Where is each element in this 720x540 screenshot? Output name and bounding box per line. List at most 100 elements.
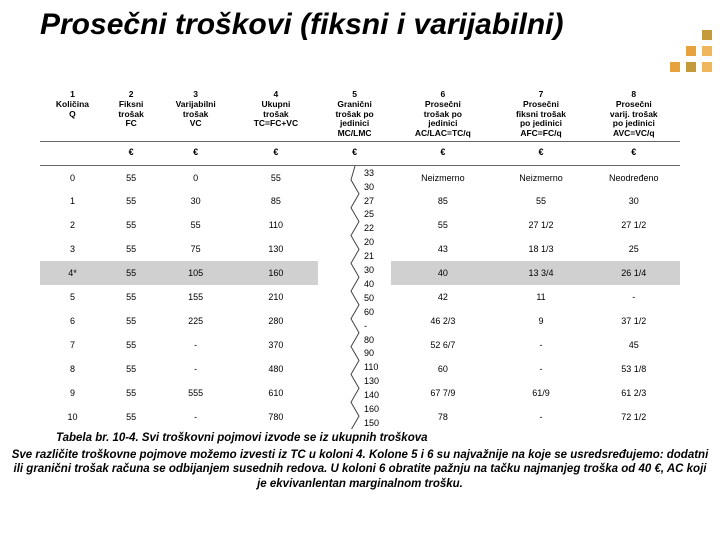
table-cell: 13 3/4 <box>494 261 587 285</box>
table-cell: 280 <box>234 309 318 333</box>
mc-value: 33 <box>364 168 374 178</box>
mc-value: 27 <box>364 196 374 206</box>
currency-cell: € <box>105 141 157 165</box>
table-cell: 0 <box>40 165 105 189</box>
col-header: 7Prosečnifiksni trošakpo jediniciAFC=FC/… <box>494 88 587 141</box>
table-cell: 72 1/2 <box>588 405 680 429</box>
table-cell: - <box>588 285 680 309</box>
table-cell: 37 1/2 <box>588 309 680 333</box>
table-cell: 210 <box>234 285 318 309</box>
table-cell: Neodređeno <box>588 165 680 189</box>
table-cell: 55 <box>105 237 157 261</box>
table-cell: 4* <box>40 261 105 285</box>
currency-cell: € <box>234 141 318 165</box>
currency-cell: € <box>318 141 392 165</box>
table-cell: 9 <box>40 381 105 405</box>
table-cell: 130 <box>234 237 318 261</box>
table-cell: 8 <box>40 357 105 381</box>
col-header: 2FiksnitrošakFC <box>105 88 157 141</box>
mc-value: 140 <box>364 390 379 400</box>
table-cell: 26 1/4 <box>588 261 680 285</box>
table-cell: 555 <box>157 381 234 405</box>
mc-value: - <box>364 321 367 331</box>
table-cell: - <box>157 405 234 429</box>
mc-value: 60 <box>364 307 374 317</box>
table-cell: 10 <box>40 405 105 429</box>
table-cell: 2 <box>40 213 105 237</box>
mc-value: 21 <box>364 251 374 261</box>
table-cell: 610 <box>234 381 318 405</box>
table-caption: Tabela br. 10-4. Svi troškovni pojmovi i… <box>56 432 676 444</box>
table-cell: 30 <box>157 189 234 213</box>
col-header: 1KoličinaQ <box>40 88 105 141</box>
page-title: Prosečni troškovi (fiksni i varijabilni) <box>40 8 564 43</box>
mc-value: 110 <box>364 362 378 372</box>
table-cell: 55 <box>105 261 157 285</box>
currency-cell: € <box>588 141 680 165</box>
table-cell: 370 <box>234 333 318 357</box>
table-cell: 55 <box>105 165 157 189</box>
table-cell: 45 <box>588 333 680 357</box>
table-cell: 27 1/2 <box>588 213 680 237</box>
mc-value: 50 <box>364 293 374 303</box>
table-cell: 18 1/3 <box>494 237 587 261</box>
table-cell: 1 <box>40 189 105 213</box>
table-cell: 480 <box>234 357 318 381</box>
table-cell: 25 <box>588 237 680 261</box>
col-header: 3VarijabilnitrošakVC <box>157 88 234 141</box>
table-cell: - <box>494 333 587 357</box>
table-cell: 61 2/3 <box>588 381 680 405</box>
mc-value: 30 <box>364 182 374 192</box>
mc-value: 25 <box>364 209 374 219</box>
table-cell: 6 <box>40 309 105 333</box>
mc-value: 160 <box>364 404 379 414</box>
table-cell: 5 <box>40 285 105 309</box>
cost-table: 1KoličinaQ2FiksnitrošakFC3Varijabilnitro… <box>40 88 680 429</box>
col-header: 5Graničnitrošak pojediniciMC/LMC <box>318 88 392 141</box>
table-cell: 30 <box>588 189 680 213</box>
table-cell: 9 <box>494 309 587 333</box>
table-cell: 55 <box>157 213 234 237</box>
mc-value: 22 <box>364 223 374 233</box>
table-row: 0550553330272522202130405060-80901101301… <box>40 165 680 189</box>
table-cell: 225 <box>157 309 234 333</box>
mc-value: 150 <box>364 418 379 428</box>
table-cell: 55 <box>494 189 587 213</box>
col-header: 4UkupnitrošakTC=FC+VC <box>234 88 318 141</box>
col-header: 6Prosečnitrošak pojediniciAC/LAC=TC/q <box>391 88 494 141</box>
mc-value: 40 <box>364 279 374 289</box>
col-header: 8Prosečnivarij. trošakpo jediniciAVC=VC/… <box>588 88 680 141</box>
currency-cell: € <box>494 141 587 165</box>
table-cell: - <box>494 405 587 429</box>
table-cell: - <box>157 333 234 357</box>
table-cell: - <box>157 357 234 381</box>
currency-cell: € <box>157 141 234 165</box>
table-cell: 7 <box>40 333 105 357</box>
table-cell: 55 <box>105 381 157 405</box>
mc-value: 20 <box>364 237 374 247</box>
table-cell: 55 <box>105 285 157 309</box>
table-cell: 27 1/2 <box>494 213 587 237</box>
table-cell: Neizmerno <box>494 165 587 189</box>
mc-value: 130 <box>364 376 379 386</box>
mc-column: 3330272522202130405060-80901101301401601… <box>318 165 392 429</box>
table-cell: 55 <box>105 309 157 333</box>
table-cell: 55 <box>105 213 157 237</box>
table-cell: 11 <box>494 285 587 309</box>
table-cell: 55 <box>105 333 157 357</box>
table-cell: 3 <box>40 237 105 261</box>
currency-cell <box>40 141 105 165</box>
table-cell: 55 <box>234 165 318 189</box>
table-cell: 105 <box>157 261 234 285</box>
table-cell: - <box>494 357 587 381</box>
table-cell: 53 1/8 <box>588 357 680 381</box>
table-cell: 75 <box>157 237 234 261</box>
table-cell: 55 <box>105 405 157 429</box>
table-body: 0550553330272522202130405060-80901101301… <box>40 165 680 429</box>
table-cell: 780 <box>234 405 318 429</box>
currency-row: €€€€€€€ <box>40 141 680 165</box>
table-cell: 155 <box>157 285 234 309</box>
mc-value: 90 <box>364 348 374 358</box>
explanatory-text: Sve različite troškovne pojmove možemo i… <box>0 448 720 491</box>
mc-value: 80 <box>364 335 374 345</box>
